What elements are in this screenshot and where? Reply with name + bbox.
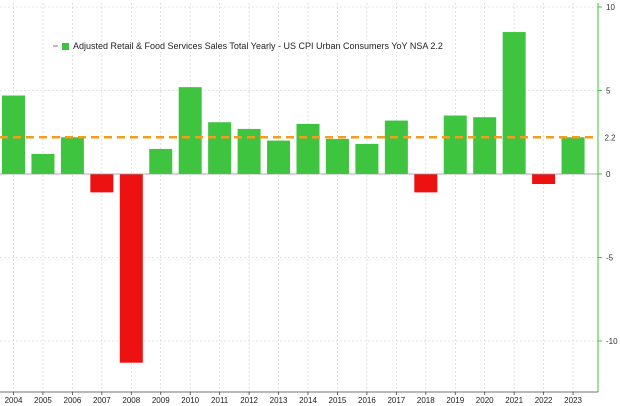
- x-tick-label-2023: 2023: [564, 396, 582, 405]
- bar-2010: [178, 87, 202, 174]
- bar-2007: [90, 174, 114, 193]
- x-tick-label-2018: 2018: [417, 396, 435, 405]
- x-tick-label-2014: 2014: [299, 396, 317, 405]
- bar-2006: [60, 137, 84, 174]
- bar-2016: [355, 143, 379, 174]
- x-tick-label-2015: 2015: [329, 396, 347, 405]
- bar-2009: [149, 148, 173, 174]
- x-tick-label-2008: 2008: [122, 396, 140, 405]
- bar-2015: [325, 138, 349, 174]
- y-tick-label-4: -10: [606, 337, 618, 346]
- x-tick-label-2012: 2012: [240, 396, 258, 405]
- y-tick-label-2: 0: [606, 170, 611, 179]
- bar-2018: [414, 174, 438, 193]
- x-tick-label-2021: 2021: [505, 396, 523, 405]
- x-tick-label-2004: 2004: [5, 396, 23, 405]
- bar-2011: [208, 122, 232, 174]
- bar-2019: [443, 115, 467, 174]
- x-tick-label-2005: 2005: [34, 396, 52, 405]
- bar-2020: [473, 117, 497, 174]
- legend: Adjusted Retail & Food Services Sales To…: [50, 40, 446, 52]
- bar-2014: [296, 123, 320, 174]
- x-tick-label-2017: 2017: [387, 396, 405, 405]
- reference-line-label: 2.2: [604, 133, 616, 142]
- bar-2004: [2, 95, 25, 174]
- y-tick-label-0: 10: [606, 3, 615, 12]
- x-tick-label-2013: 2013: [270, 396, 288, 405]
- bar-2017: [384, 120, 408, 174]
- bar-2012: [237, 128, 261, 174]
- x-tick-label-2007: 2007: [93, 396, 111, 405]
- x-tick-label-2020: 2020: [476, 396, 494, 405]
- bar-2023: [561, 137, 585, 174]
- y-tick-label-1: 5: [606, 87, 611, 96]
- x-tick-label-2016: 2016: [358, 396, 376, 405]
- x-tick-label-2019: 2019: [446, 396, 464, 405]
- legend-text: Adjusted Retail & Food Services Sales To…: [73, 41, 443, 51]
- x-tick-label-2009: 2009: [152, 396, 170, 405]
- x-tick-label-2011: 2011: [211, 396, 229, 405]
- bar-2022: [532, 174, 556, 185]
- bar-2013: [267, 140, 291, 174]
- y-tick-label-3: -5: [606, 254, 614, 263]
- bar-2008: [119, 174, 143, 363]
- x-tick-label-2006: 2006: [64, 396, 82, 405]
- bar-2005: [31, 153, 55, 174]
- legend-swatch: [62, 42, 69, 50]
- bar-2021: [502, 32, 526, 174]
- x-tick-label-2010: 2010: [181, 396, 199, 405]
- legend-marker-dash: [53, 45, 58, 47]
- x-tick-label-2022: 2022: [535, 396, 553, 405]
